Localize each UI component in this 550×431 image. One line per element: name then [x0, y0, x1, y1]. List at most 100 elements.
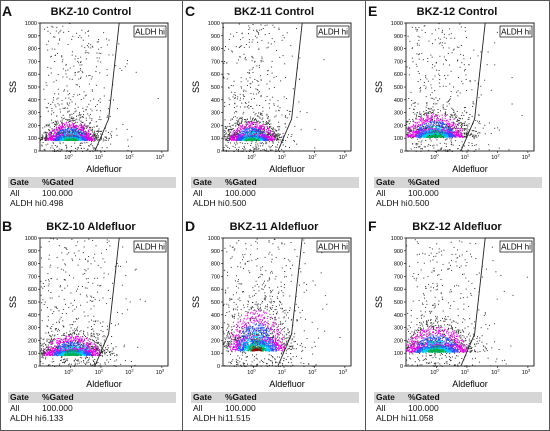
x-tick-label: 100: [247, 368, 256, 377]
y-tick-label: 400: [394, 313, 403, 319]
table-header-cell: Gate: [193, 392, 212, 402]
y-tick-label: 800: [211, 262, 220, 268]
gate-stats-table: Gate %Gated All 100.000 ALDH hi0.498: [8, 177, 176, 208]
panel-letter: C: [185, 3, 196, 19]
y-tick-label: 700: [394, 59, 403, 65]
y-tick-label: 0: [34, 149, 37, 155]
column-divider: [365, 0, 366, 431]
table-header-cell: Gate: [193, 177, 212, 187]
aldh-hi-gate: [460, 237, 535, 367]
y-tick-label: 300: [28, 111, 37, 117]
table-cell: 11.515: [225, 413, 251, 423]
y-tick-label: 600: [28, 72, 37, 78]
y-tick-label: 900: [394, 249, 403, 255]
gate-label: ALDH hi: [318, 28, 348, 37]
y-tick-label: 800: [28, 262, 37, 268]
y-tick-label: 400: [394, 98, 403, 104]
table-row: All 100.000: [191, 403, 359, 413]
table-header-cell: Gate: [376, 177, 395, 187]
table-row: ALDH hi11.058: [374, 413, 542, 423]
x-axis-label: Aldefluor: [269, 379, 305, 389]
y-tick-label: 300: [394, 111, 403, 117]
event-dots: [40, 238, 146, 367]
y-tick-label: 200: [28, 123, 37, 129]
table-cell: 0.500: [408, 198, 430, 208]
y-tick-label: 500: [28, 85, 37, 91]
table-row: ALDH hi0.498: [8, 198, 176, 208]
y-tick-label: 300: [211, 326, 220, 332]
x-axis-label: Aldefluor: [452, 164, 488, 174]
chart-title: BKZ-12 Aldefluor: [412, 221, 502, 233]
x-tick-label: 101: [95, 368, 104, 377]
y-tick-label: 600: [211, 287, 220, 293]
x-tick-label: 103: [156, 153, 165, 162]
panel-b: B BKZ-10 Aldefluor ALDH hi 0 100 200 300 400 500…: [0, 215, 182, 430]
y-tick-label: 800: [28, 47, 37, 53]
y-tick-label: 700: [211, 59, 220, 65]
chart-title: BKZ-12 Control: [416, 6, 498, 18]
y-tick-label: 1000: [208, 236, 220, 242]
table-header-cell: %Gated: [225, 392, 257, 402]
scatter-plot: ALDH hi 0 100 200 300 400 500 600 700 800 900 1000 1…: [374, 21, 535, 174]
y-tick-label: 0: [217, 364, 220, 370]
table-header-cell: %Gated: [225, 177, 257, 187]
chart-title: BKZ-10 Control: [50, 6, 132, 18]
table-row: All 100.000: [374, 188, 542, 198]
table-row: All 100.000: [8, 403, 176, 413]
table-cell: All: [193, 403, 203, 413]
x-tick-label: 100: [247, 153, 256, 162]
table-header-cell: %Gated: [42, 177, 74, 187]
scatter-plot: ALDH hi 0 100 200 300 400 500 600 700 800 900 1000 1…: [8, 236, 169, 389]
x-tick-label: 101: [278, 153, 287, 162]
y-tick-label: 1000: [208, 21, 220, 27]
y-tick-label: 700: [211, 274, 220, 280]
x-tick-label: 101: [461, 368, 470, 377]
y-tick-label: 700: [394, 274, 403, 280]
aldh-hi-gate: [460, 22, 535, 152]
x-tick-label: 102: [125, 153, 134, 162]
table-header: Gate %Gated: [191, 177, 359, 188]
gate-label: ALDH hi: [135, 243, 165, 252]
scatter-plot: ALDH hi 0 100 200 300 400 500 600 700 800 900 1000 1…: [8, 21, 169, 174]
gate-label-box: [133, 240, 167, 253]
event-dots: [406, 239, 528, 367]
table-cell: 0.500: [225, 198, 247, 208]
table-header: Gate %Gated: [374, 392, 542, 403]
y-tick-label: 300: [211, 111, 220, 117]
x-axis-label: Aldefluor: [86, 164, 122, 174]
table-row: All 100.000: [191, 188, 359, 198]
y-tick-label: 600: [211, 72, 220, 78]
table-cell: ALDH hi: [193, 413, 225, 423]
table-cell: ALDH hi: [10, 413, 42, 423]
y-tick-label: 200: [394, 123, 403, 129]
table-cell: 100.000: [408, 188, 439, 198]
table-cell: ALDH hi: [376, 413, 408, 423]
table-cell: 100.000: [42, 403, 73, 413]
table-cell: All: [10, 188, 20, 198]
gate-label: ALDH hi: [135, 28, 165, 37]
scatter-plot: ALDH hi 0 100 200 300 400 500 600 700 800 900 1000 1…: [191, 236, 352, 389]
table-header: Gate %Gated: [374, 177, 542, 188]
x-tick-label: 102: [125, 368, 134, 377]
panel-a: A BKZ-10 Control ALDH hi 0 100 200 300 400 500 60…: [0, 0, 182, 215]
y-tick-label: 1000: [391, 21, 403, 27]
table-header-cell: Gate: [10, 177, 29, 187]
gate-label-box: [316, 25, 350, 38]
y-tick-label: 100: [28, 136, 37, 142]
panel-letter: B: [2, 218, 13, 234]
y-tick-label: 1000: [25, 236, 37, 242]
table-header-cell: %Gated: [408, 177, 440, 187]
y-axis-label: SS: [191, 81, 201, 93]
y-tick-label: 0: [400, 149, 403, 155]
y-tick-label: 600: [28, 287, 37, 293]
y-tick-label: 100: [394, 136, 403, 142]
aldh-hi-gate: [277, 237, 352, 367]
y-tick-label: 400: [28, 313, 37, 319]
y-tick-label: 900: [211, 249, 220, 255]
table-header: Gate %Gated: [8, 177, 176, 188]
table-header-cell: %Gated: [408, 392, 440, 402]
gate-stats-table: Gate %Gated All 100.000 ALDH hi6.133: [8, 392, 176, 423]
y-tick-label: 500: [394, 300, 403, 306]
table-cell: All: [376, 403, 386, 413]
scatter-plot: ALDH hi 0 100 200 300 400 500 600 700 800 900 1000 1…: [374, 236, 535, 389]
